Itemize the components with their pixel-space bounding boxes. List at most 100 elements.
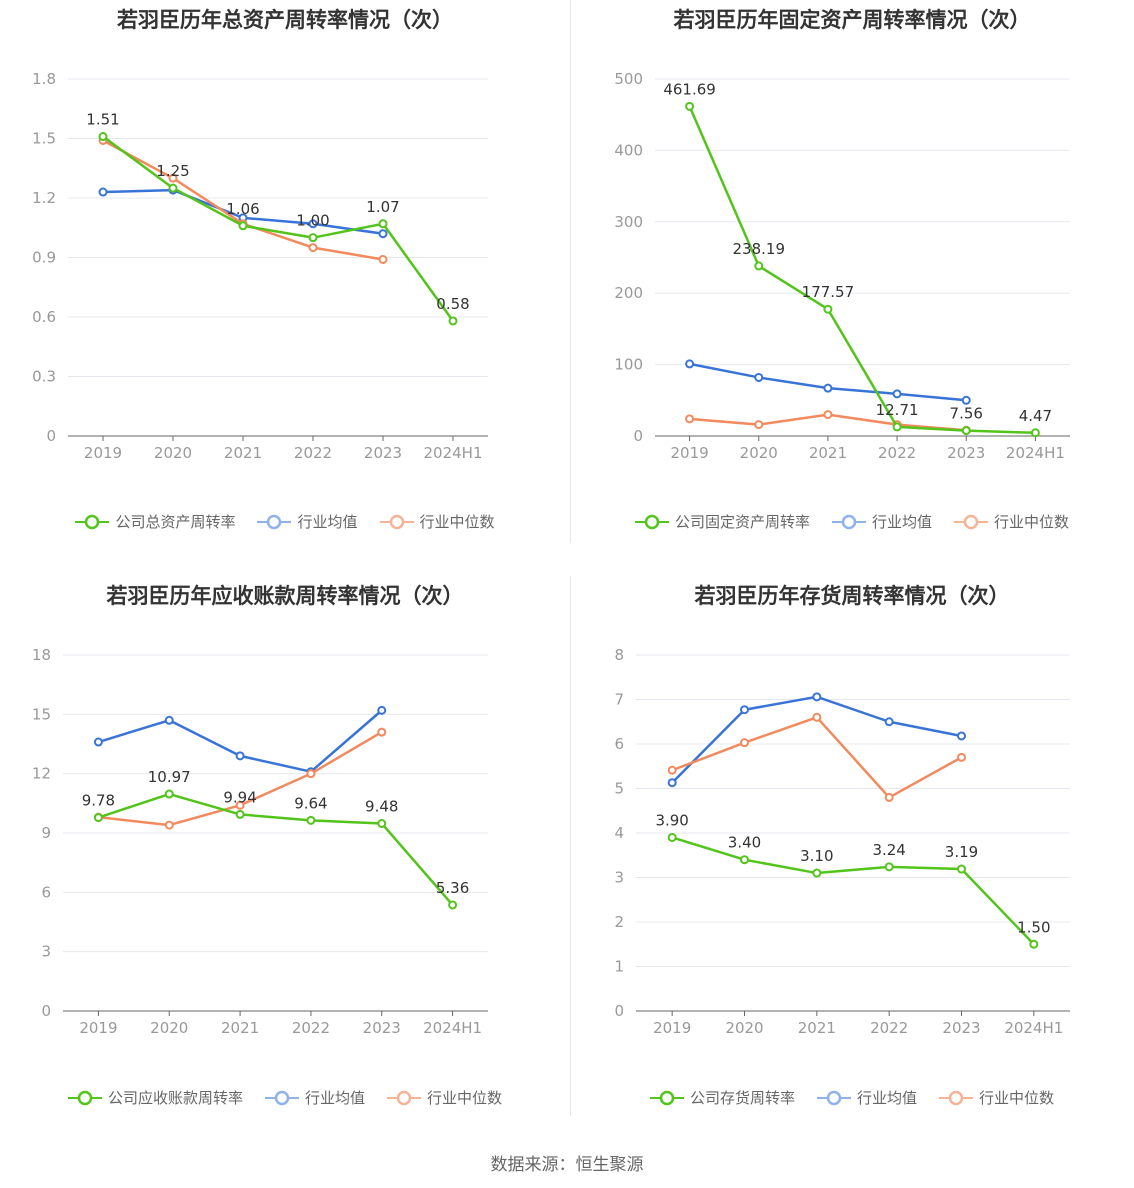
legend-item-median[interactable]: 行业中位数: [954, 511, 1069, 532]
data-point-company: [448, 316, 458, 326]
series-line-average: [689, 362, 967, 402]
y-tick-label: 6: [614, 735, 624, 753]
chart-legend: 公司总资产周转率 行业均值 行业中位数: [0, 511, 570, 532]
data-point-company: [235, 809, 245, 819]
legend-marker-icon: [387, 1090, 421, 1105]
data-point-company: [823, 304, 833, 314]
data-point-average: [667, 778, 677, 788]
legend-marker-icon: [954, 514, 988, 529]
legend-item-average[interactable]: 行业均值: [831, 511, 932, 532]
data-point-company: [1030, 428, 1040, 438]
legend-marker-icon: [939, 1090, 973, 1105]
data-point-median: [884, 792, 894, 802]
data-point-company: [812, 868, 822, 878]
data-point-company: [306, 815, 316, 825]
data-point-average: [957, 731, 966, 741]
data-point-average: [235, 751, 245, 761]
data-label: 0.58: [436, 295, 469, 313]
data-label: 10.97: [148, 768, 191, 786]
legend-item-average[interactable]: 行业均值: [816, 1087, 917, 1108]
legend-item-median[interactable]: 行业中位数: [379, 511, 495, 532]
y-tick-label: 18: [32, 646, 51, 664]
legend-item-average[interactable]: 行业均值: [257, 511, 358, 532]
data-point-company: [961, 426, 971, 436]
legend-item-company[interactable]: 公司总资产周转率: [75, 511, 235, 532]
data-point-median: [168, 173, 178, 183]
legend-marker-icon: [634, 514, 669, 529]
legend-item-company[interactable]: 公司存货周转率: [649, 1087, 795, 1108]
y-tick-label: 3: [41, 943, 51, 961]
y-tick-label: 7: [614, 691, 624, 709]
x-tick-label: 2023: [364, 444, 402, 462]
legend-marker-icon: [379, 514, 414, 529]
data-point-average: [377, 705, 387, 715]
data-label: 9.94: [223, 788, 256, 806]
data-label: 177.57: [802, 283, 855, 301]
legend-marker-icon: [67, 1090, 102, 1105]
x-tick-label: 2023: [942, 1019, 980, 1037]
data-point-median: [306, 769, 316, 779]
x-tick-label: 2019: [670, 444, 708, 462]
data-point-company: [685, 101, 695, 111]
x-tick-label: 2024H1: [424, 444, 483, 462]
chart-title: 若羽臣历年存货周转率情况（次）: [694, 584, 1010, 608]
x-tick-label: 2022: [292, 1019, 330, 1037]
y-tick-label: 8: [614, 646, 624, 664]
legend-item-company[interactable]: 公司固定资产周转率: [634, 511, 810, 532]
y-tick-label: 6: [41, 883, 51, 901]
legend-label: 公司应收账款周转率: [107, 1089, 243, 1107]
legend-label: 行业中位数: [979, 1089, 1055, 1107]
legend-item-median[interactable]: 行业中位数: [939, 1087, 1054, 1108]
series-line-average: [671, 695, 962, 784]
data-label: 3.90: [655, 811, 688, 829]
chart-plot: 0 1 2 3 4 5 6 7 8 2019 2020 2021 2022 2023 2024H1 3.90 3…: [614, 646, 1070, 1037]
legend-marker-icon: [831, 514, 866, 529]
data-label: 5.36: [436, 879, 469, 897]
data-point-average: [823, 383, 833, 393]
legend-label: 行业中位数: [419, 513, 495, 531]
x-tick-label: 2022: [878, 444, 916, 462]
legend-label: 公司固定资产周转率: [674, 513, 810, 531]
legend-label: 行业均值: [856, 1089, 917, 1107]
series-line-company: [98, 792, 454, 906]
data-point-median: [812, 712, 822, 722]
x-tick-label: 2019: [653, 1019, 691, 1037]
data-label: 1.50: [1017, 918, 1050, 936]
data-point-median: [308, 243, 318, 253]
legend-item-average[interactable]: 行业均值: [264, 1087, 365, 1108]
legend-label: 行业均值: [297, 513, 358, 531]
data-point-company: [93, 813, 103, 823]
data-point-average: [93, 737, 103, 747]
legend-marker-icon: [257, 514, 292, 529]
x-tick-label: 2020: [150, 1019, 188, 1037]
legend-item-median[interactable]: 行业中位数: [387, 1087, 502, 1108]
data-label: 1.06: [226, 200, 259, 218]
legend-marker-icon: [264, 1090, 299, 1105]
x-tick-label: 2021: [798, 1019, 836, 1037]
data-label: 12.71: [876, 401, 919, 419]
divider-vertical-top: [570, 0, 571, 543]
legend-label: 行业均值: [304, 1089, 365, 1107]
data-point-median: [164, 820, 174, 830]
data-label: 3.10: [800, 847, 833, 865]
x-tick-label: 2024H1: [423, 1019, 482, 1037]
y-tick-label: 300: [614, 213, 643, 231]
chart-title: 若羽臣历年固定资产周转率情况（次）: [673, 8, 1031, 32]
data-label: 1.00: [296, 212, 329, 230]
y-tick-label: 15: [32, 705, 51, 723]
chart-legend: 公司固定资产周转率 行业均值 行业中位数: [570, 511, 1134, 532]
data-point-company: [884, 862, 894, 872]
x-tick-label: 2023: [947, 444, 985, 462]
series-line-average: [98, 709, 383, 773]
data-point-company: [667, 832, 677, 842]
legend-item-company[interactable]: 公司应收账款周转率: [67, 1087, 243, 1108]
chart-title: 若羽臣历年应收账款周转率情况（次）: [106, 584, 464, 608]
data-point-average: [892, 389, 902, 399]
chart-panel-inventory: 若羽臣历年存货周转率情况（次） 0 1 2 3 4 5 6 7 8 2019 2020 2021 202…: [570, 576, 1134, 1121]
data-point-company: [377, 819, 387, 829]
x-tick-label: 2023: [363, 1019, 401, 1037]
data-label: 9.64: [294, 794, 327, 812]
data-point-company: [308, 233, 318, 243]
data-point-average: [884, 717, 894, 727]
y-tick-label: 0: [633, 427, 643, 445]
